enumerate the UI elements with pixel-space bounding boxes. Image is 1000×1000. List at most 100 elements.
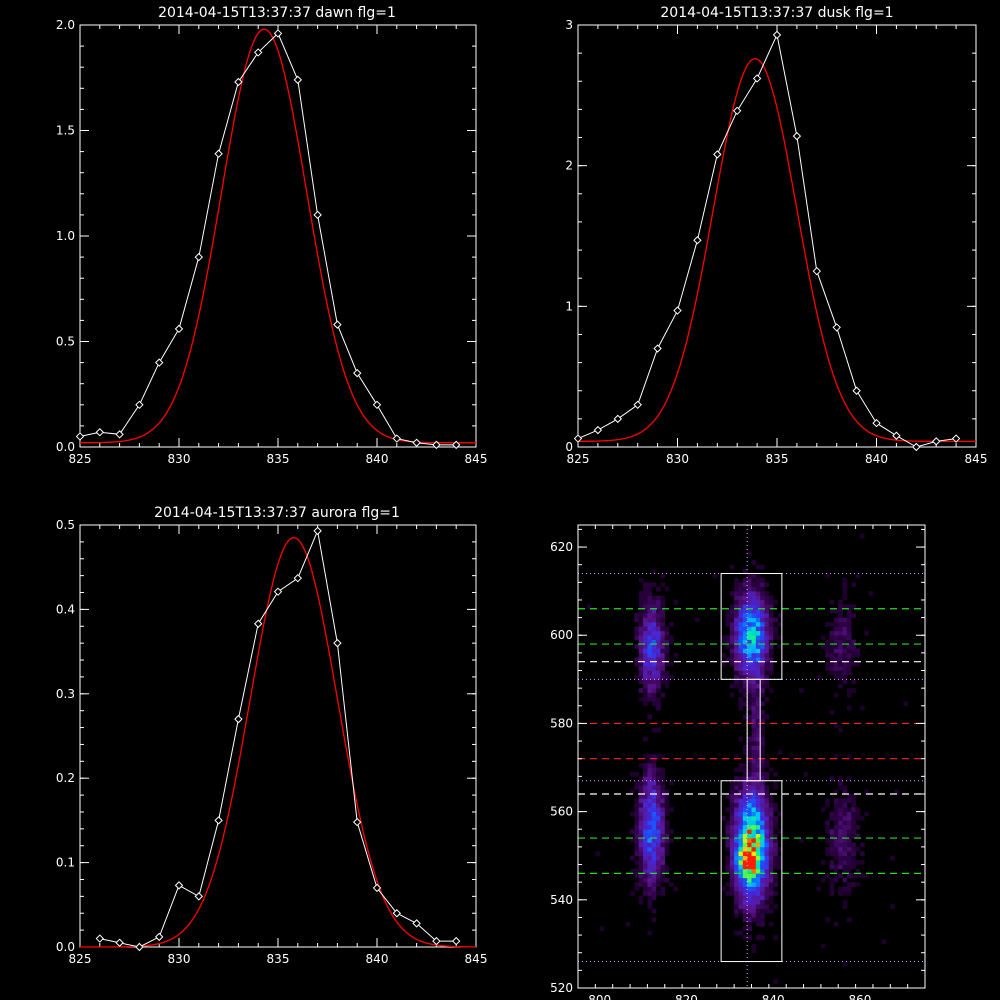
dawn-data-point [293, 75, 303, 85]
heatmap-cell [825, 648, 830, 654]
heatmap-cell [660, 820, 666, 826]
heatmap-cell [751, 816, 757, 821]
heatmap-cell [630, 838, 635, 843]
aurora-data-point [95, 934, 105, 943]
heatmap-cell [764, 604, 770, 610]
dawn-x-tick-label: 830 [168, 452, 191, 466]
heatmap-cell [764, 842, 770, 848]
heatmap-cell [643, 767, 648, 773]
heatmap-cell [760, 798, 765, 804]
heatmap-cell [638, 670, 644, 676]
heatmap-cell [829, 890, 835, 896]
heatmap-cell [651, 771, 657, 777]
heatmap-cell [651, 824, 657, 830]
heatmap-cell [777, 622, 783, 627]
heatmap-cell [734, 904, 739, 909]
heatmap-cell [773, 838, 778, 843]
heatmap-cell [647, 785, 653, 790]
heatmap-cell [656, 648, 661, 654]
heatmap-cell [747, 873, 752, 879]
heatmap-cell [660, 785, 666, 790]
heatmap-cell [838, 860, 843, 865]
heatmap-cell [638, 648, 644, 654]
heatmap-cell [651, 816, 657, 821]
heatmap-cell [651, 758, 657, 764]
heatmap-cell [638, 613, 644, 618]
heatmap-cell [851, 661, 856, 667]
heatmap-cell [747, 886, 752, 892]
heatmap-cell [643, 622, 648, 627]
heatmap-cell [838, 776, 843, 782]
heatmap-cell [846, 670, 852, 676]
heatmap-cell [647, 780, 653, 786]
heatmap-cell [742, 877, 748, 883]
heatmap-cell [634, 882, 640, 887]
heatmap-cell [829, 666, 835, 671]
heatmap-cell [734, 785, 739, 790]
heatmap-cell [747, 833, 752, 839]
heatmap-cell [842, 661, 848, 667]
heatmap-cell [643, 692, 648, 698]
heatmap-cell [842, 648, 848, 654]
heatmap-cell [829, 657, 835, 662]
heatmap-cell [742, 674, 748, 680]
dawn-data-point [451, 440, 461, 450]
heatmap-cell [656, 661, 661, 667]
heatmap-cell [825, 652, 830, 658]
heatmap-cell [742, 917, 748, 923]
heatmap-cell [647, 683, 653, 689]
aurora-chart-title: 2014-04-15T13:37:37 aurora flg=1 [154, 505, 400, 521]
heatmap-cell [755, 913, 761, 918]
heatmap-cell [634, 824, 640, 830]
heatmap-cell [768, 648, 774, 654]
heatmap-cell [768, 855, 774, 861]
heatmap-cell [656, 820, 661, 826]
heatmap-cell [638, 617, 644, 623]
heatmap-cell [751, 829, 757, 834]
heatmap-cell [742, 767, 748, 773]
heatmap-cell [638, 816, 644, 821]
heatmap-cell [747, 926, 752, 931]
heatmap-cell [656, 586, 661, 592]
heatmap-cell [751, 877, 757, 883]
heatmap-cell [660, 846, 666, 852]
heatmap-cell [643, 582, 648, 588]
heatmap-cell [851, 860, 856, 865]
heatmap-cell [725, 842, 731, 848]
heatmap-cell [755, 573, 761, 579]
heatmap-cell [660, 793, 666, 799]
heatmap-cell [751, 577, 757, 583]
heatmap-cell [651, 802, 657, 808]
heatmap-cell [638, 763, 644, 768]
heatmap-cell [825, 666, 830, 671]
heatmap-cell [669, 882, 674, 887]
heatmap-cell [669, 674, 674, 680]
heatmap-cell [738, 657, 744, 662]
heatmap-cell [643, 882, 648, 887]
heatmap-cell [651, 582, 657, 588]
heatmap-cell [734, 652, 739, 658]
heatmap-cell [751, 811, 757, 817]
heatmap-cell [725, 635, 731, 640]
aurora-x-tick-label: 825 [69, 952, 92, 966]
heatmap-cell [851, 639, 856, 645]
heatmap-cell [829, 833, 835, 839]
heatmap-cell [760, 886, 765, 892]
aurora-data-point [273, 587, 283, 596]
heatmap-cell [734, 657, 739, 662]
heatmap-cell [760, 855, 765, 861]
dawn-data-point [194, 252, 204, 262]
heatmap-cell [755, 833, 761, 839]
heatmap-cell [864, 811, 869, 817]
dusk-y-tick-label: 1 [565, 299, 573, 313]
heatmap-cell [647, 648, 653, 654]
heatmap-cell [846, 644, 852, 649]
dawn-x-tick-label: 825 [69, 452, 92, 466]
heatmap-cell [651, 829, 657, 834]
heatmap-cell [755, 785, 761, 790]
heatmap-cell [734, 608, 739, 614]
heatmap-pixels [586, 533, 908, 984]
heatmap-cell [829, 877, 835, 883]
heatmap-cell [660, 639, 666, 645]
heatmap-cell [599, 926, 605, 931]
